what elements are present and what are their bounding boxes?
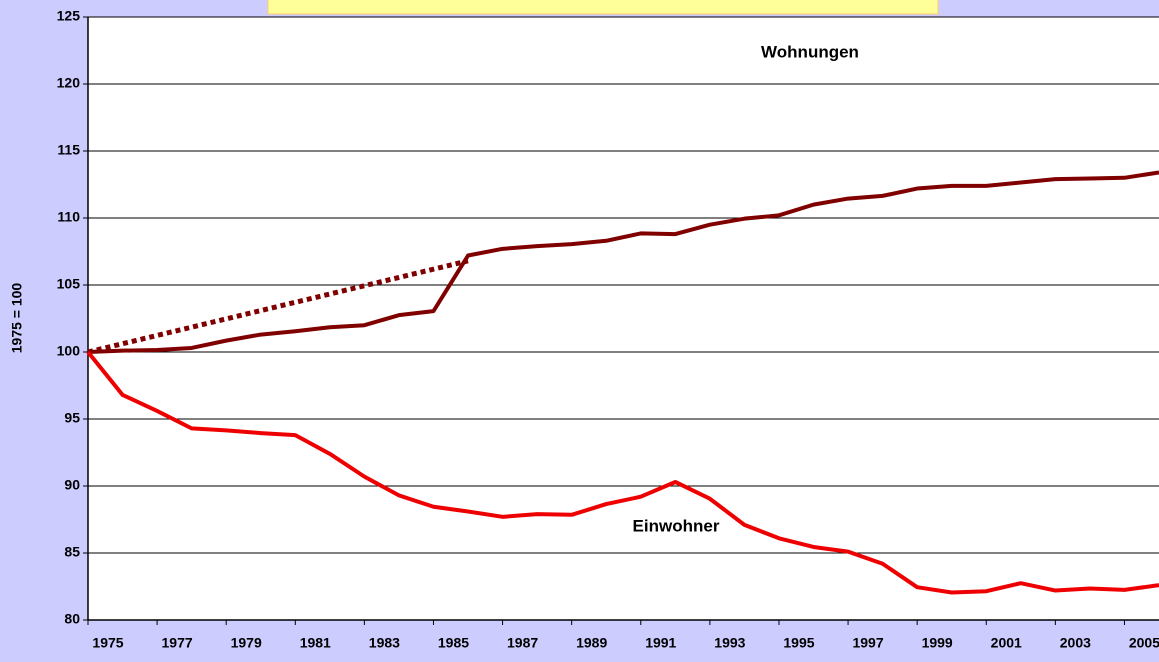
series-line	[86, 350, 1159, 595]
series-line	[87, 170, 1159, 354]
y-tick-label: 95	[64, 410, 80, 426]
y-tick-label: 90	[64, 477, 80, 493]
x-tick-label: 1987	[507, 635, 538, 651]
y-tick-label: 105	[57, 276, 81, 292]
x-tick-label: 1977	[162, 635, 193, 651]
y-tick-label: 120	[57, 75, 81, 91]
y-axis-label: 1975 = 100	[9, 283, 25, 354]
x-tick-label: 1975	[92, 635, 123, 651]
x-tick-label: 1979	[231, 635, 262, 651]
annotation: Wohnungen	[761, 42, 859, 61]
trend-line	[87, 258, 469, 355]
x-tick-label: 1983	[369, 635, 400, 651]
y-tick-label: 110	[57, 209, 80, 225]
x-tick-label: 1993	[714, 635, 745, 651]
annotation: Einwohner	[633, 516, 720, 535]
x-tick-label: 2005	[1129, 635, 1159, 651]
x-tick-label: 2001	[991, 635, 1022, 651]
x-tick-label: 1989	[576, 635, 607, 651]
y-tick-label: 125	[57, 8, 81, 24]
y-tick-label: 100	[57, 343, 81, 359]
plot-area	[88, 17, 1159, 620]
header-box	[267, 0, 939, 15]
x-tick-label: 1997	[852, 635, 883, 651]
x-tick-label: 1999	[922, 635, 953, 651]
y-tick-label: 115	[57, 142, 80, 158]
x-tick-label: 1991	[645, 635, 676, 651]
x-tick-label: 1981	[300, 635, 331, 651]
x-tick-label: 1995	[783, 635, 814, 651]
x-tick-label: 2003	[1060, 635, 1091, 651]
y-tick-label: 85	[64, 544, 80, 560]
y-tick-label: 80	[64, 611, 80, 627]
x-tick-label: 1985	[438, 635, 469, 651]
